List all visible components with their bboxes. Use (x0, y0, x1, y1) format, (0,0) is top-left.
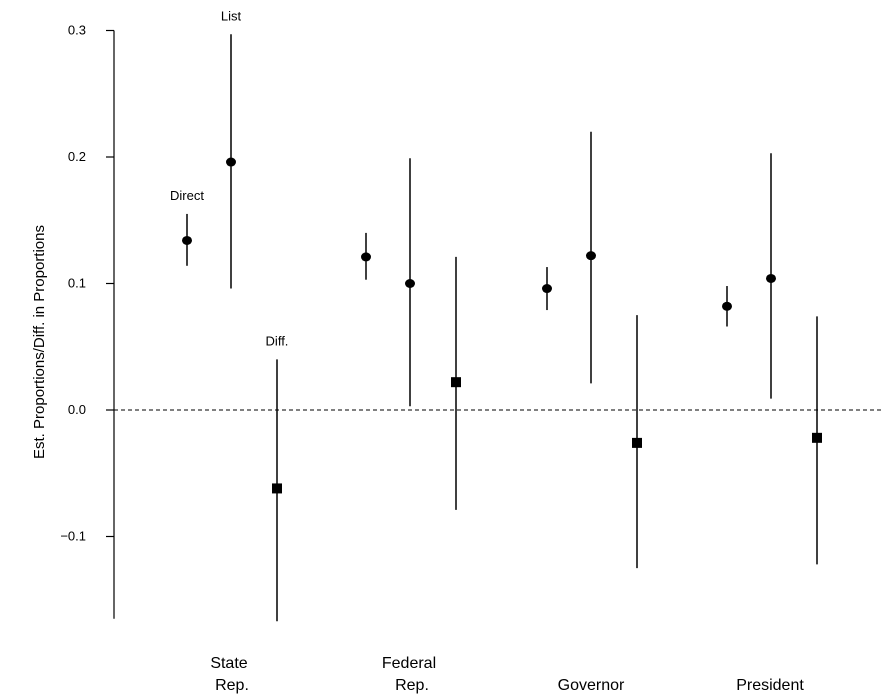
direct-point (182, 235, 192, 245)
category-label: State (210, 655, 247, 672)
y-axis-label: Est. Proportions/Diff. in Proportions (31, 225, 48, 459)
y-tick-label: 0.2 (68, 149, 86, 164)
list-point (405, 279, 415, 288)
category-label: President (736, 677, 804, 694)
list-point (766, 273, 776, 283)
list-point (586, 251, 596, 261)
diff-point (812, 432, 822, 443)
y-tick-label: −0.1 (60, 529, 86, 544)
chart-marks (182, 34, 822, 622)
chart-annotations: Direct List Diff. (170, 8, 288, 348)
y-tick-label: 0.3 (68, 23, 86, 38)
direct-point (361, 252, 371, 262)
diff-point (272, 483, 282, 494)
category-label: Rep. (215, 677, 249, 694)
diff-point (632, 437, 642, 448)
y-tick-label: 0.1 (68, 276, 86, 291)
category-label: Federal (382, 655, 436, 672)
diff-point (451, 377, 461, 388)
category-label: Governor (558, 677, 625, 694)
category-labels: State Rep. Federal Rep. Governor President (210, 655, 804, 694)
direct-point (722, 301, 732, 311)
category-label: Rep. (395, 677, 429, 694)
y-tick-label: 0.0 (68, 402, 86, 417)
list-point (226, 157, 236, 167)
direct-point (542, 284, 552, 294)
annotation-direct: Direct (170, 188, 204, 203)
annotation-diff: Diff. (266, 333, 289, 348)
annotation-list: List (221, 8, 242, 23)
y-axis: −0.1 0.0 0.1 0.2 0.3 (60, 23, 115, 619)
